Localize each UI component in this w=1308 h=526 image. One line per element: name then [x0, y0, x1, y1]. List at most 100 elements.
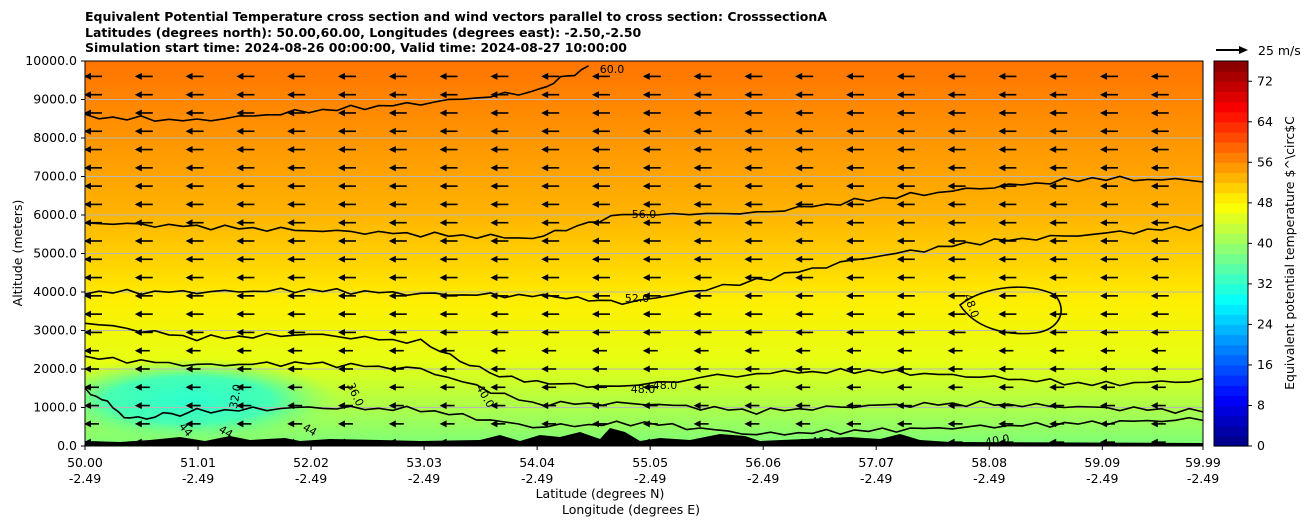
colorbar-segment [1214, 435, 1248, 447]
colorbar-tick-label: 24 [1257, 316, 1273, 331]
wind-vector-head [744, 237, 752, 245]
x-tick-label-longitude: -2.49 [521, 471, 553, 486]
wind-vector-head [338, 146, 345, 154]
wind-vector-head [134, 200, 142, 208]
wind-vector-head [439, 383, 447, 391]
wind-vector-head [236, 310, 244, 318]
terrain-silhouette [85, 428, 1203, 446]
wind-vector-head [134, 146, 142, 154]
wind-vector-head [846, 164, 853, 172]
wind-vector [947, 219, 966, 227]
wind-vector-head [744, 182, 752, 190]
wind-vector-head [236, 420, 244, 428]
wind-vector-head [1150, 91, 1158, 99]
wind-vector [287, 219, 306, 227]
wind-vector-head [592, 91, 599, 99]
wind-vector [236, 420, 252, 428]
wind-vector-head [490, 127, 498, 135]
wind-vector-head [490, 310, 498, 318]
wind-vector [744, 237, 763, 245]
wind-vector-head [490, 72, 498, 80]
wind-vector [1049, 91, 1068, 99]
wind-vector [490, 402, 506, 410]
y-tick-label: 8000.0 [33, 130, 77, 145]
wind-vector [642, 219, 661, 227]
wind-vector-head [388, 328, 396, 336]
wind-vector-head [541, 402, 549, 410]
wind-vector-head [693, 402, 701, 410]
wind-vector-head [1100, 292, 1107, 300]
wind-vector [287, 91, 306, 99]
wind-vector [439, 200, 458, 208]
wind-vector-head [795, 274, 803, 282]
wind-vector [134, 347, 150, 355]
wind-vector [744, 365, 760, 373]
wind-vector-head [287, 438, 295, 446]
wind-vector-head [896, 127, 904, 135]
contour-line-52 [85, 224, 1203, 306]
wind-vector [795, 310, 814, 318]
wind-vector [947, 438, 963, 446]
wind-vector-head [795, 182, 803, 190]
wind-vector-head [592, 200, 599, 208]
wind-vector [388, 127, 407, 135]
wind-vector-head [592, 347, 599, 355]
wind-vector-head [85, 91, 91, 99]
wind-vector [134, 292, 153, 300]
y-tick-label: 5000.0 [33, 246, 77, 261]
wind-vector [1049, 237, 1068, 245]
wind-vector [1150, 91, 1169, 99]
wind-vector [846, 200, 864, 208]
wind-vector-head [185, 200, 193, 208]
wind-vector-head [795, 72, 803, 80]
wind-vector [744, 402, 760, 410]
wind-vector-head [947, 365, 955, 373]
wind-vector [693, 182, 712, 190]
wind-vector [388, 164, 407, 172]
wind-vector-head [439, 347, 447, 355]
wind-vector [85, 292, 102, 300]
wind-vector [693, 91, 712, 99]
wind-vector-head [134, 127, 142, 135]
wind-vector [693, 292, 712, 300]
wind-vector-head [1049, 420, 1057, 428]
contour-line-48 [85, 322, 1203, 389]
wind-vector [490, 219, 509, 227]
wind-vector-head [998, 292, 1006, 300]
wind-vector [947, 310, 966, 318]
wind-vector [541, 146, 560, 154]
wind-vector-head [744, 255, 752, 263]
wind-vector [846, 146, 864, 154]
wind-vector-head [185, 255, 193, 263]
colorbar-segment [1214, 425, 1248, 437]
wind-vector [541, 347, 557, 355]
wind-vector-head [592, 402, 599, 410]
wind-vector [338, 420, 353, 428]
wind-vector-head [795, 310, 803, 318]
wind-vector-head [998, 146, 1006, 154]
wind-vector-head [185, 237, 193, 245]
wind-vector [795, 146, 814, 154]
y-tick-label: 9000.0 [33, 92, 77, 107]
x-tick-label-latitude: 56.06 [745, 455, 781, 470]
wind-vector-head [642, 146, 650, 154]
wind-vector [896, 219, 915, 227]
colorbar-segment [1214, 294, 1248, 305]
wind-vector-head [287, 182, 295, 190]
wind-vector [642, 274, 661, 282]
wind-vector [134, 383, 150, 391]
x-tick-label-latitude: 54.04 [519, 455, 555, 470]
colorbar-tick-label: 32 [1257, 276, 1273, 291]
wind-vector [795, 438, 811, 446]
wind-vector-head [388, 91, 396, 99]
x-tick-label-longitude: -2.49 [408, 471, 440, 486]
x-tick-label-longitude: -2.49 [1187, 471, 1219, 486]
wind-vector [642, 127, 661, 135]
wind-vector [1049, 328, 1068, 336]
wind-vector-head [490, 292, 498, 300]
wind-vector [439, 182, 458, 190]
wind-vector-head [998, 109, 1006, 117]
wind-vector-head [490, 255, 498, 263]
wind-vector [85, 328, 102, 336]
wind-vector [388, 292, 407, 300]
